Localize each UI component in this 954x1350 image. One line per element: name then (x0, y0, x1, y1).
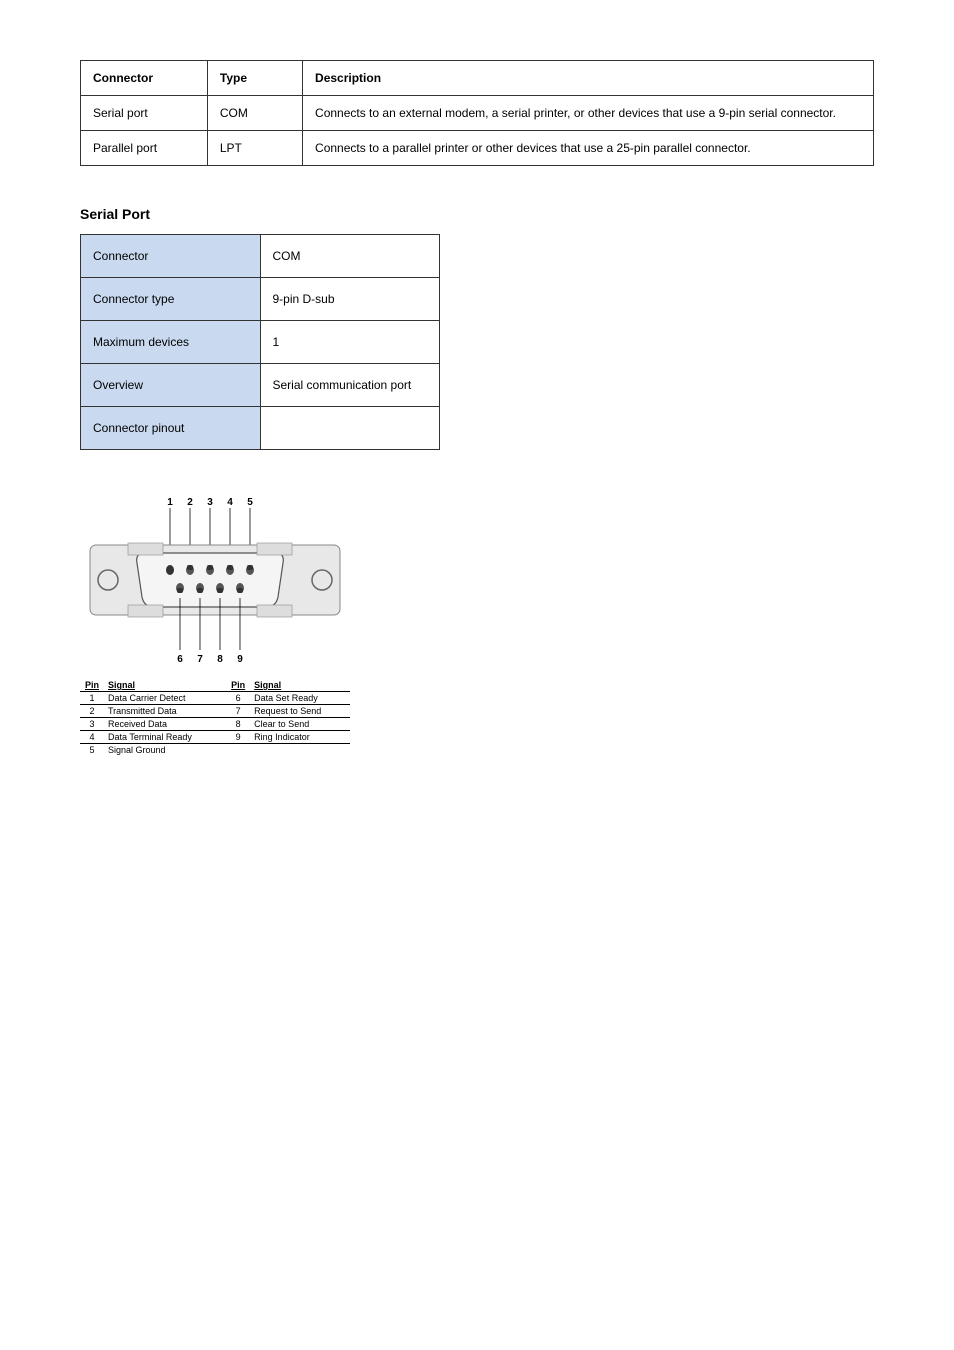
pin-number: 6 (177, 654, 183, 665)
table-row: Connector pinout (81, 407, 440, 450)
pin-cell: 1 (80, 692, 104, 705)
spec-value (260, 407, 440, 450)
table-header-row: Connector Type Description (81, 61, 874, 96)
pin-cell: 2 (80, 705, 104, 718)
col-header-description: Description (303, 61, 874, 96)
signal-cell: Clear to Send (250, 718, 350, 731)
col-header-pin: Pin (226, 679, 250, 692)
signal-cell: Data Terminal Ready (104, 731, 226, 744)
table-row: Maximum devices 1 (81, 321, 440, 364)
col-header-signal: Signal (250, 679, 350, 692)
table-row: Overview Serial communication port (81, 364, 440, 407)
spec-label: Connector type (81, 278, 261, 321)
spec-value: 9-pin D-sub (260, 278, 440, 321)
pin-cell: 4 (80, 731, 104, 744)
pin-number: 5 (247, 497, 253, 508)
cell-description: Connects to a parallel printer or other … (303, 131, 874, 166)
spec-value: COM (260, 235, 440, 278)
pin-number: 9 (237, 654, 243, 665)
serial-spec-table: Connector COM Connector type 9-pin D-sub… (80, 234, 440, 450)
col-header-signal: Signal (104, 679, 226, 692)
spec-label: Maximum devices (81, 321, 261, 364)
spec-value: Serial communication port (260, 364, 440, 407)
table-row: Parallel port LPT Connects to a parallel… (81, 131, 874, 166)
pin-number: 1 (167, 497, 173, 508)
signal-cell: Transmitted Data (104, 705, 226, 718)
signal-cell: Ring Indicator (250, 731, 350, 744)
pin-number: 2 (187, 497, 193, 508)
col-header-connector: Connector (81, 61, 208, 96)
table-row: 4 Data Terminal Ready 9 Ring Indicator (80, 731, 350, 744)
spec-label: Connector (81, 235, 261, 278)
serial-section-title: Serial Port (80, 206, 874, 222)
table-row: 5 Signal Ground (80, 744, 350, 757)
pin-cell: 5 (80, 744, 104, 757)
col-header-type: Type (207, 61, 302, 96)
db9-diagram: 1 2 3 4 5 (80, 490, 350, 756)
pin-cell: 6 (226, 692, 250, 705)
cell-type: COM (207, 96, 302, 131)
spec-label: Connector pinout (81, 407, 261, 450)
table-row: Connector type 9-pin D-sub (81, 278, 440, 321)
pin-number: 4 (227, 497, 233, 508)
table-row: Serial port COM Connects to an external … (81, 96, 874, 131)
cell-description: Connects to an external modem, a serial … (303, 96, 874, 131)
cell-type: LPT (207, 131, 302, 166)
table-row: 2 Transmitted Data 7 Request to Send (80, 705, 350, 718)
signal-cell (250, 744, 350, 757)
spec-value: 1 (260, 321, 440, 364)
table-row: 1 Data Carrier Detect 6 Data Set Ready (80, 692, 350, 705)
cell-connector: Serial port (81, 96, 208, 131)
signal-cell: Request to Send (250, 705, 350, 718)
table-row: 3 Received Data 8 Clear to Send (80, 718, 350, 731)
col-header-pin: Pin (80, 679, 104, 692)
table-row: Connector COM (81, 235, 440, 278)
signal-cell: Data Set Ready (250, 692, 350, 705)
pin-cell: 3 (80, 718, 104, 731)
connectors-table: Connector Type Description Serial port C… (80, 60, 874, 166)
pinout-table: Pin Signal Pin Signal 1 Data Carrier Det… (80, 679, 350, 756)
signal-cell: Data Carrier Detect (104, 692, 226, 705)
pin-cell: 7 (226, 705, 250, 718)
spec-label: Overview (81, 364, 261, 407)
pin-number: 3 (207, 497, 213, 508)
db9-connector-icon: 1 2 3 4 5 (80, 490, 350, 670)
signal-cell: Received Data (104, 718, 226, 731)
pin-cell: 8 (226, 718, 250, 731)
pin-cell: 9 (226, 731, 250, 744)
pin-number: 8 (217, 654, 223, 665)
table-header-row: Pin Signal Pin Signal (80, 679, 350, 692)
cell-connector: Parallel port (81, 131, 208, 166)
signal-cell: Signal Ground (104, 744, 226, 757)
pin-number: 7 (197, 654, 203, 665)
pin-cell (226, 744, 250, 757)
